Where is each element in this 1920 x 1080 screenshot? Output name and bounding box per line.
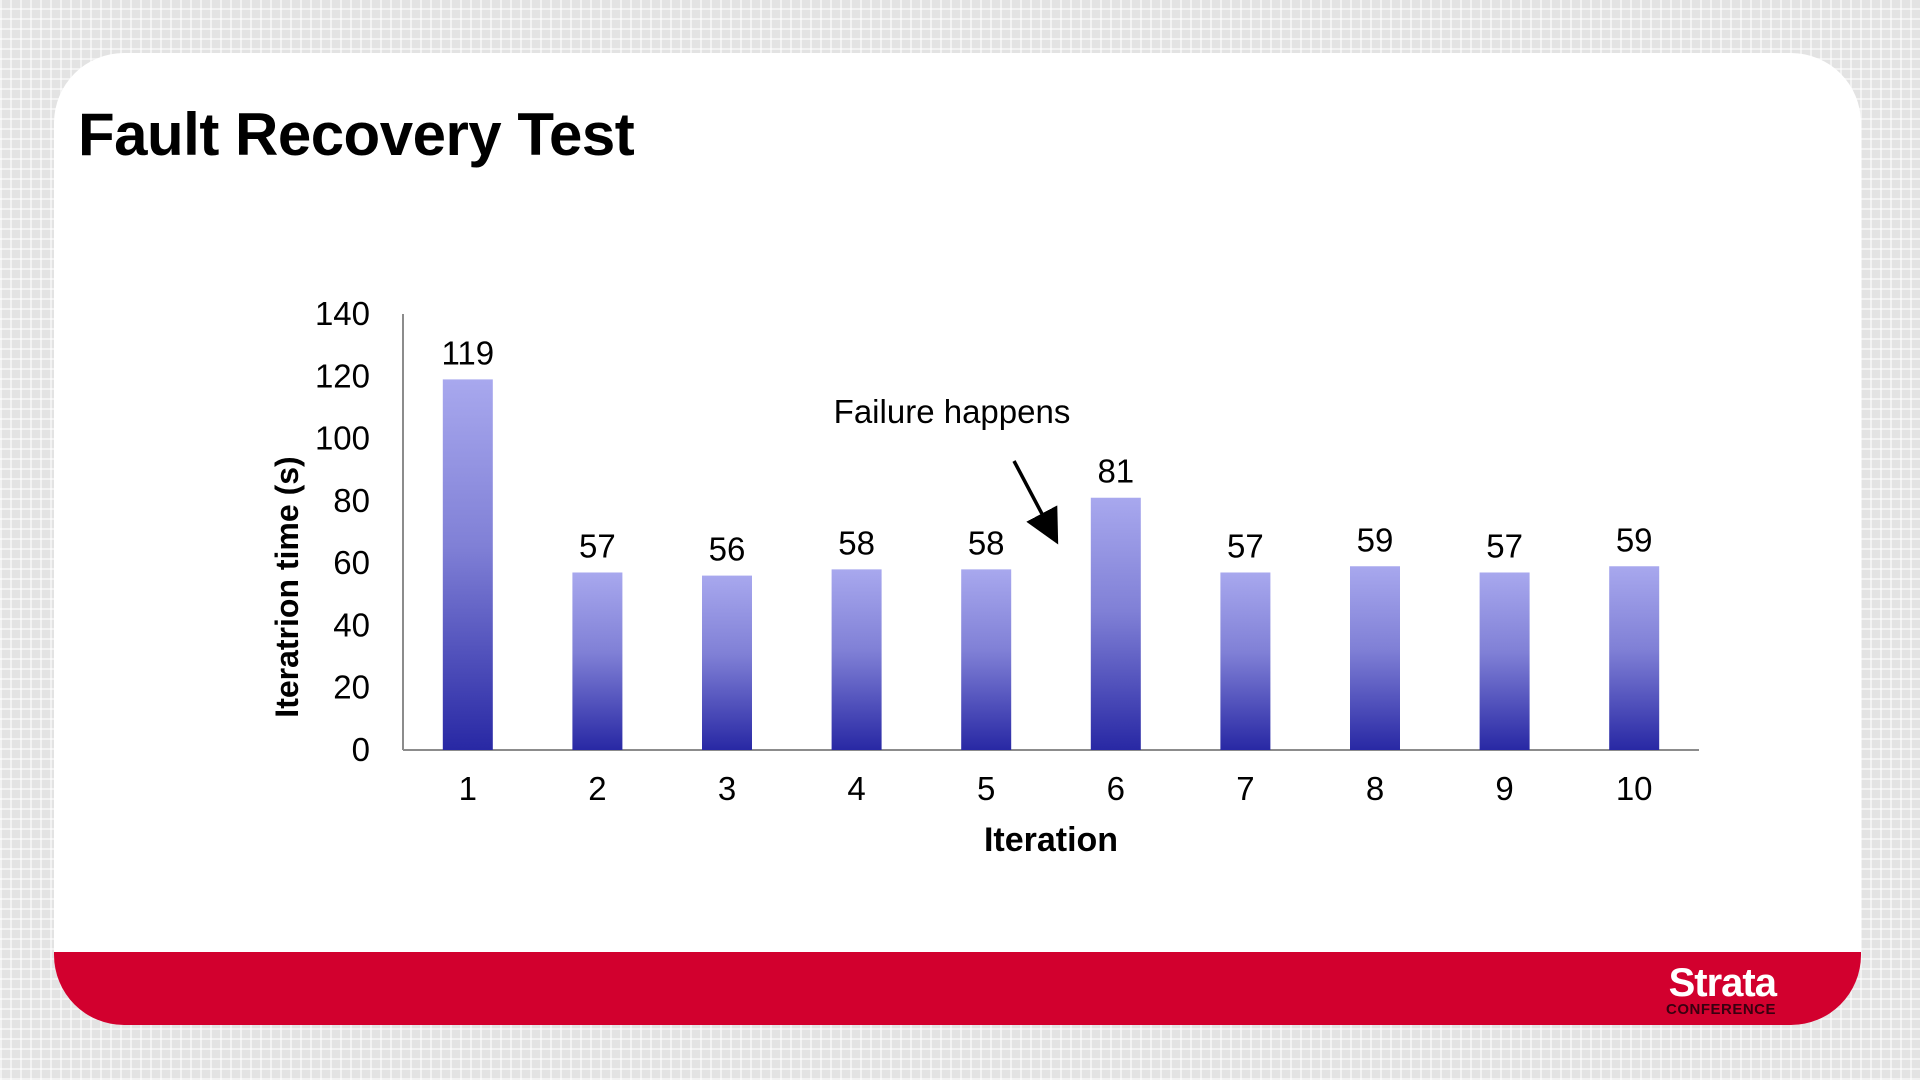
data-label: 57: [579, 527, 616, 564]
strata-logo: Strata CONFERENCE: [1665, 961, 1777, 1018]
logo-wordmark: Strata: [1668, 961, 1777, 1005]
data-label: 59: [1616, 521, 1653, 558]
x-tick-label: 4: [847, 770, 865, 807]
x-tick-label: 6: [1107, 770, 1125, 807]
x-tick-label: 5: [977, 770, 995, 807]
bar: [442, 379, 493, 750]
y-axis-title: Iteratrion time (s): [269, 456, 305, 717]
x-tick-label: 10: [1616, 770, 1653, 807]
logo-subtitle: CONFERENCE: [1665, 1001, 1776, 1018]
footer-band: [54, 952, 1861, 1025]
failure-annotation-arrow: [1012, 460, 1059, 545]
data-label: 57: [1486, 527, 1523, 564]
data-label: 119: [441, 334, 494, 371]
bar: [1479, 572, 1530, 750]
failure-annotation-text: Failure happens: [834, 393, 1071, 430]
bar: [1220, 572, 1271, 750]
y-tick-label: 40: [333, 606, 370, 643]
x-tick-label: 3: [718, 770, 736, 807]
y-tick-label: 80: [333, 482, 370, 519]
bar: [702, 575, 752, 750]
bar: [1609, 566, 1660, 750]
chart-axes: 0 20 40 60 80 100 120 140: [315, 295, 1699, 768]
slide: Fault Recovery Test 0 20 40 60 80 100 120 140 1…: [54, 53, 1861, 1025]
data-label: 58: [968, 524, 1005, 561]
bar: [831, 569, 882, 750]
slide-title: Fault Recovery Test: [78, 101, 635, 168]
y-tick-label: 120: [315, 357, 370, 394]
chart-labels: 119 1 57 2 56 3 58 4 58 5 81 6 57 7 59 8 57 9 59 10: [441, 334, 1652, 807]
y-tick-label: 140: [315, 295, 370, 332]
x-tick-label: 1: [459, 770, 477, 807]
bar: [1350, 566, 1400, 750]
bar: [961, 569, 1012, 750]
data-label: 59: [1357, 521, 1394, 558]
y-tick-label: 100: [315, 420, 370, 457]
y-tick-label: 0: [352, 731, 370, 768]
chart-bars: [442, 379, 1660, 750]
bar: [572, 572, 623, 750]
x-tick-label: 2: [588, 770, 606, 807]
x-axis-title: Iteration: [984, 821, 1118, 859]
y-tick-label: 60: [333, 544, 370, 581]
data-label: 58: [838, 524, 875, 561]
y-tick-label: 20: [333, 669, 370, 706]
data-label: 57: [1227, 527, 1264, 564]
data-label: 56: [709, 531, 746, 568]
x-tick-label: 7: [1236, 770, 1254, 807]
x-tick-label: 8: [1366, 770, 1384, 807]
bar: [1090, 497, 1141, 750]
bar-chart: 0 20 40 60 80 100 120 140 119 1 57 2 56 3 58 4 58 5 81 6 57…: [269, 295, 1699, 859]
data-label: 81: [1097, 453, 1134, 490]
x-tick-label: 9: [1495, 770, 1513, 807]
